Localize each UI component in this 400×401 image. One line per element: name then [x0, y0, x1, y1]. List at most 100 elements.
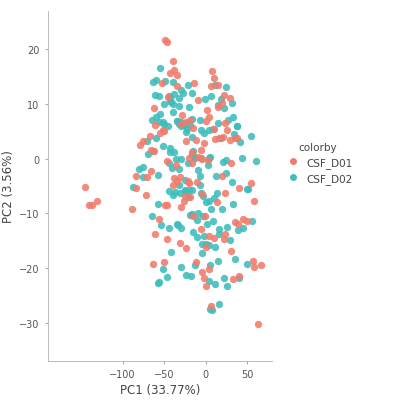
- Point: [203, 244, 210, 250]
- Point: [165, 225, 172, 231]
- Point: [234, 227, 241, 234]
- Point: [224, 283, 230, 290]
- Point: [166, 188, 172, 194]
- Point: [181, 123, 187, 129]
- Point: [199, 241, 206, 248]
- Point: [231, 132, 238, 138]
- Point: [185, 179, 191, 185]
- Point: [207, 154, 213, 160]
- Point: [170, 59, 176, 65]
- Point: [166, 149, 173, 155]
- Point: [209, 307, 215, 314]
- Point: [162, 37, 168, 44]
- Point: [227, 95, 233, 102]
- Point: [230, 114, 236, 121]
- Point: [185, 194, 192, 201]
- Point: [144, 174, 150, 181]
- Point: [232, 256, 238, 262]
- Point: [187, 117, 194, 124]
- Point: [145, 151, 151, 157]
- Point: [204, 222, 210, 228]
- Point: [182, 245, 189, 252]
- Point: [159, 81, 165, 87]
- Point: [216, 135, 222, 142]
- Point: [187, 194, 193, 200]
- Point: [208, 93, 214, 100]
- Point: [222, 120, 228, 126]
- Point: [151, 148, 157, 155]
- Point: [144, 139, 150, 145]
- Point: [222, 190, 228, 196]
- Point: [159, 119, 166, 126]
- Point: [200, 140, 207, 146]
- Point: [228, 160, 235, 166]
- Point: [247, 134, 254, 140]
- Point: [224, 224, 230, 231]
- Point: [153, 78, 160, 85]
- Point: [194, 211, 201, 217]
- Point: [157, 131, 163, 137]
- Point: [174, 119, 180, 125]
- Point: [160, 143, 166, 150]
- Point: [183, 139, 189, 145]
- Point: [172, 189, 178, 196]
- Point: [206, 155, 212, 161]
- Point: [227, 237, 234, 243]
- Point: [156, 119, 162, 126]
- Point: [188, 149, 195, 155]
- Point: [167, 145, 174, 151]
- Point: [170, 182, 177, 189]
- Point: [206, 306, 213, 312]
- Point: [172, 162, 179, 168]
- Point: [199, 156, 205, 163]
- Point: [255, 321, 262, 328]
- Point: [153, 136, 159, 142]
- Point: [176, 183, 182, 189]
- Point: [198, 227, 204, 233]
- Point: [215, 121, 221, 128]
- Legend: CSF_D01, CSF_D02: CSF_D01, CSF_D02: [280, 139, 356, 188]
- Point: [167, 96, 173, 102]
- Point: [164, 159, 170, 165]
- Point: [200, 130, 207, 137]
- Point: [148, 168, 154, 174]
- Point: [208, 206, 214, 213]
- Point: [178, 124, 184, 130]
- Point: [156, 65, 163, 72]
- Point: [215, 105, 222, 111]
- Point: [177, 190, 183, 197]
- Point: [203, 118, 209, 125]
- Point: [177, 157, 184, 163]
- Point: [244, 261, 250, 267]
- Point: [230, 201, 236, 208]
- Point: [168, 99, 174, 106]
- Point: [176, 166, 182, 173]
- Point: [222, 157, 229, 164]
- Point: [190, 230, 196, 236]
- Point: [212, 173, 219, 180]
- Point: [215, 231, 222, 238]
- Point: [182, 120, 188, 126]
- Point: [194, 179, 200, 186]
- Point: [170, 101, 176, 108]
- Point: [244, 219, 250, 225]
- Point: [178, 119, 184, 126]
- Point: [258, 262, 264, 269]
- Point: [235, 221, 241, 228]
- Point: [170, 109, 176, 116]
- Point: [211, 76, 217, 82]
- Point: [170, 68, 177, 74]
- Point: [178, 225, 184, 231]
- Point: [198, 155, 204, 162]
- Point: [198, 269, 205, 275]
- Point: [155, 93, 162, 100]
- Point: [150, 148, 156, 155]
- Point: [206, 267, 212, 273]
- X-axis label: PC1 (33.77%): PC1 (33.77%): [120, 383, 200, 396]
- Point: [230, 276, 236, 282]
- Point: [192, 155, 198, 161]
- Point: [164, 236, 170, 243]
- Point: [186, 156, 192, 162]
- Point: [253, 158, 259, 165]
- Point: [220, 134, 226, 140]
